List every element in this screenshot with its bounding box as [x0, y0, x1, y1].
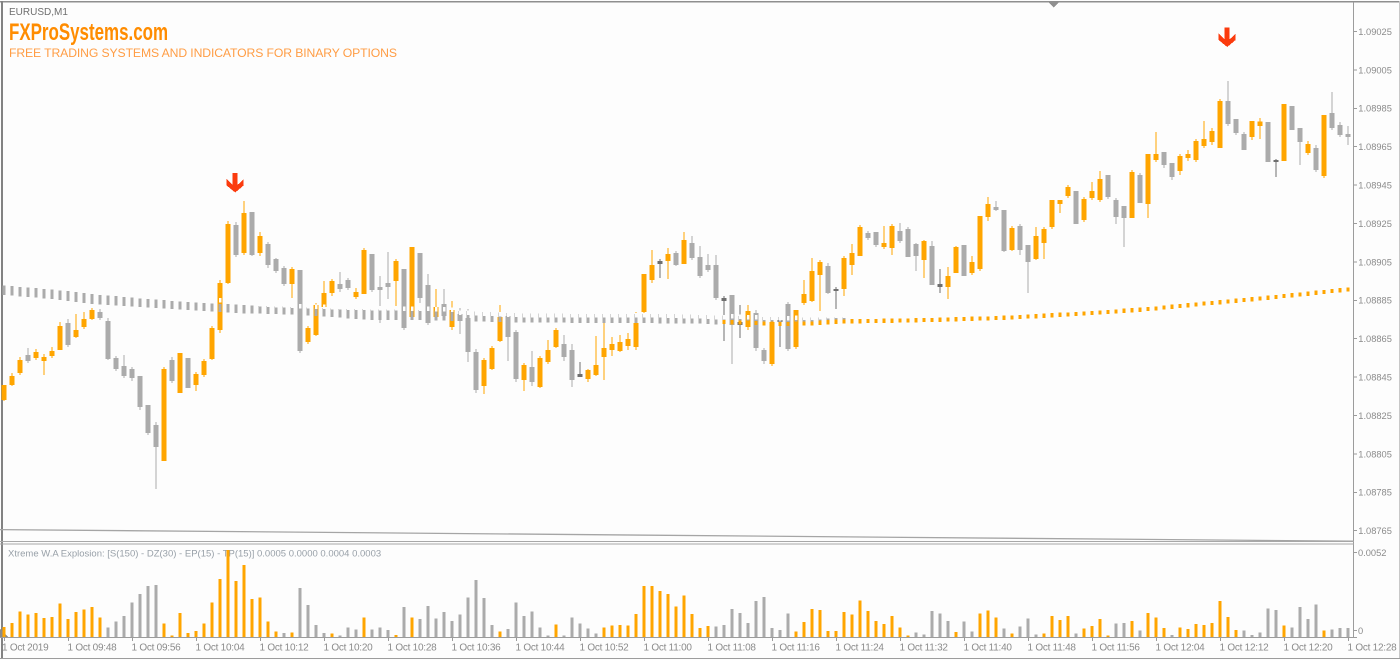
svg-text:1.08825: 1.08825 — [1358, 411, 1392, 421]
svg-text:1 Oct 11:48: 1 Oct 11:48 — [1028, 643, 1077, 654]
svg-text:1 Oct 11:16: 1 Oct 11:16 — [772, 643, 821, 654]
svg-text:1.08845: 1.08845 — [1358, 373, 1392, 383]
svg-text:1 Oct 11:40: 1 Oct 11:40 — [964, 643, 1013, 654]
svg-text:1 Oct 10:28: 1 Oct 10:28 — [388, 643, 438, 654]
svg-text:1 Oct 11:08: 1 Oct 11:08 — [708, 643, 757, 654]
svg-text:1.08865: 1.08865 — [1358, 334, 1392, 344]
svg-text:1 Oct 11:32: 1 Oct 11:32 — [900, 643, 949, 654]
svg-text:1.08785: 1.08785 — [1358, 488, 1392, 498]
svg-text:1.08885: 1.08885 — [1358, 296, 1392, 306]
svg-text:1 Oct 09:56: 1 Oct 09:56 — [132, 643, 182, 654]
svg-text:1 Oct 12:20: 1 Oct 12:20 — [1284, 643, 1334, 654]
svg-text:1 Oct 10:52: 1 Oct 10:52 — [580, 643, 630, 654]
svg-text:1.08945: 1.08945 — [1358, 181, 1392, 191]
svg-text:1.08965: 1.08965 — [1358, 142, 1392, 152]
svg-text:1.08805: 1.08805 — [1358, 449, 1392, 459]
svg-text:0.0052: 0.0052 — [1358, 548, 1386, 558]
svg-text:1.09025: 1.09025 — [1358, 27, 1392, 37]
svg-text:1 Oct 12:04: 1 Oct 12:04 — [1156, 643, 1206, 654]
svg-text:1.08765: 1.08765 — [1358, 526, 1392, 536]
svg-text:EURUSD,M1: EURUSD,M1 — [9, 7, 68, 18]
svg-text:1.09005: 1.09005 — [1358, 65, 1392, 75]
svg-text:1.08905: 1.08905 — [1358, 257, 1392, 267]
svg-text:1 Oct 10:44: 1 Oct 10:44 — [516, 643, 566, 654]
svg-text:FREE TRADING SYSTEMS AND INDIC: FREE TRADING SYSTEMS AND INDICATORS FOR … — [9, 46, 397, 60]
svg-text:1 Oct 11:00: 1 Oct 11:00 — [644, 643, 693, 654]
svg-text:1 Oct 11:56: 1 Oct 11:56 — [1092, 643, 1141, 654]
svg-text:Xtreme W.A Explosion: [S(150): Xtreme W.A Explosion: [S(150) - DZ(30) -… — [8, 549, 381, 560]
svg-text:1 Oct 11:24: 1 Oct 11:24 — [836, 643, 885, 654]
svg-text:1 Oct 10:20: 1 Oct 10:20 — [324, 643, 374, 654]
svg-text:1 Oct 10:36: 1 Oct 10:36 — [452, 643, 502, 654]
svg-text:1 Oct 12:28: 1 Oct 12:28 — [1348, 643, 1398, 654]
svg-text:1.08985: 1.08985 — [1358, 104, 1392, 114]
svg-text:1 Oct 09:48: 1 Oct 09:48 — [68, 643, 118, 654]
svg-text:1 Oct 10:04: 1 Oct 10:04 — [196, 643, 246, 654]
svg-text:1 Oct 12:12: 1 Oct 12:12 — [1220, 643, 1270, 654]
svg-text:0: 0 — [1358, 626, 1363, 636]
svg-text:1.08925: 1.08925 — [1358, 219, 1392, 229]
svg-text:FXProSystems.com: FXProSystems.com — [9, 19, 168, 46]
svg-text:1 Oct 2019: 1 Oct 2019 — [2, 643, 49, 654]
svg-text:1 Oct 10:12: 1 Oct 10:12 — [260, 643, 310, 654]
